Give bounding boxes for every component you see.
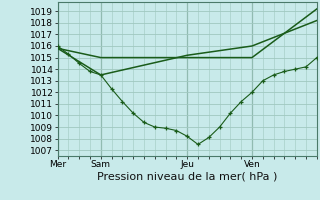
X-axis label: Pression niveau de la mer( hPa ): Pression niveau de la mer( hPa ): [97, 172, 277, 182]
